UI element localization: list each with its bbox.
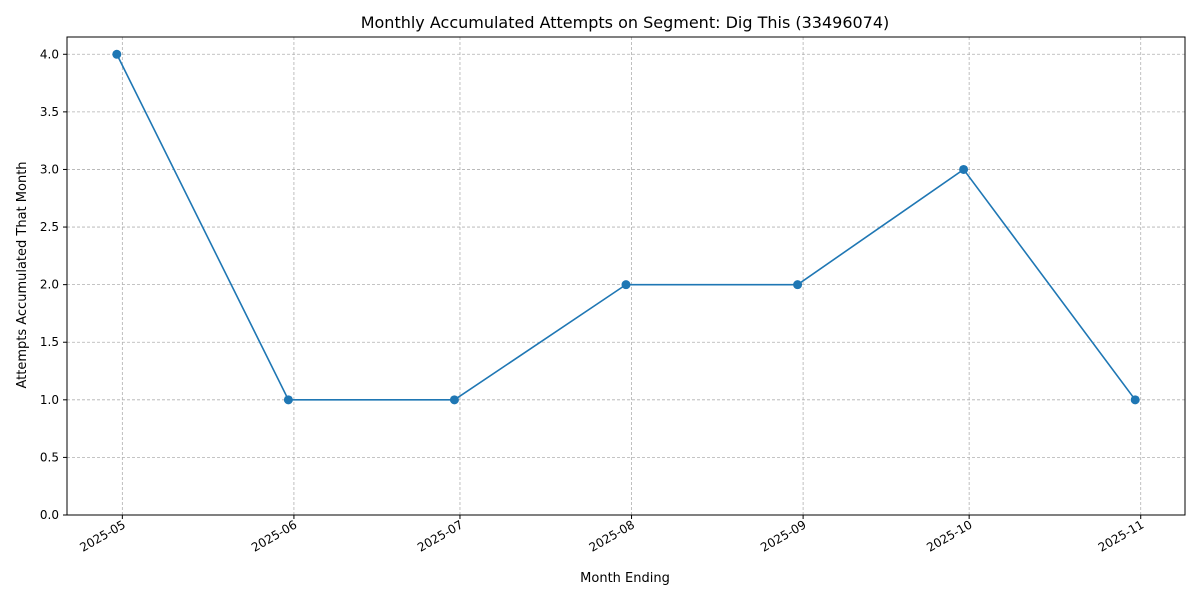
x-tick-label: 2025-06 <box>249 517 299 554</box>
ticks: 0.0 0.5 1.0 1.5 2.0 2.5 3.0 3.5 4.0 2025-05 2025-0… <box>40 47 1146 554</box>
x-tick-label: 2025-11 <box>1096 517 1146 554</box>
axes-frame <box>66 36 1186 516</box>
x-tick-label: 2025-09 <box>758 517 808 554</box>
x-tick-label: 2025-05 <box>77 517 127 554</box>
series <box>112 49 1140 405</box>
y-tick-label: 0.0 <box>40 508 59 522</box>
y-tick-label: 4.0 <box>40 47 59 61</box>
x-tick-label: 2025-07 <box>415 517 465 554</box>
grid <box>67 37 1185 516</box>
y-tick-label: 0.5 <box>40 450 59 464</box>
data-point <box>1130 395 1140 405</box>
plot-frame <box>66 36 1186 516</box>
y-tick-label: 1.0 <box>40 393 59 407</box>
data-point <box>793 280 803 290</box>
data-point <box>621 280 631 290</box>
data-point <box>112 49 122 59</box>
y-tick-label: 3.5 <box>40 105 59 119</box>
y-tick-label: 3.0 <box>40 162 59 176</box>
x-axis-label: Month Ending <box>580 571 670 586</box>
y-tick-label: 2.5 <box>40 220 59 234</box>
y-axis-label: Attempts Accumulated That Month <box>15 161 30 388</box>
y-tick-label: 1.5 <box>40 335 59 349</box>
chart-title: Monthly Accumulated Attempts on Segment:… <box>361 13 890 32</box>
y-tick-label: 2.0 <box>40 278 59 292</box>
data-point <box>449 395 459 405</box>
data-point <box>959 164 969 174</box>
x-tick-label: 2025-08 <box>587 517 637 554</box>
x-tick-label: 2025-10 <box>924 517 974 554</box>
data-point <box>283 395 293 405</box>
